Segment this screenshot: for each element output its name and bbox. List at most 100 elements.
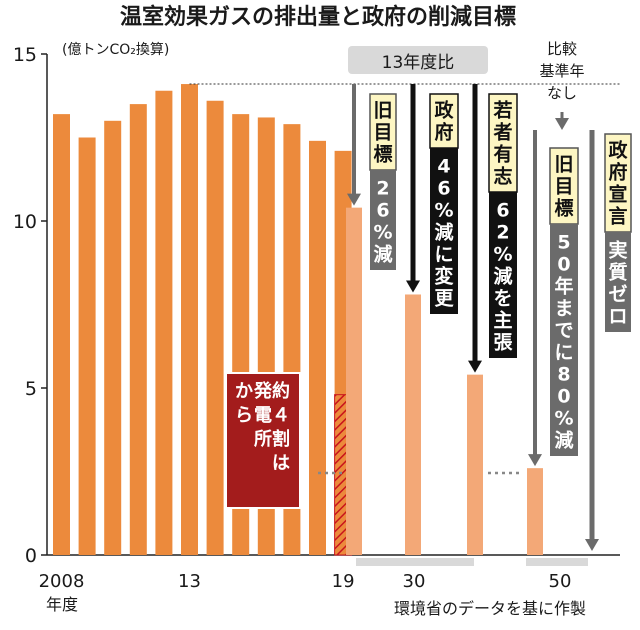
x-tick-label: 13 (178, 571, 201, 592)
svg-text:6: 6 (496, 200, 509, 222)
target-label: 政府 (434, 99, 454, 144)
source-credit: 環境省のデータを基に作製 (394, 599, 586, 618)
historical-bar (104, 120, 122, 556)
x-tick-label: 2008 (39, 571, 85, 592)
svg-text:４: ４ (272, 405, 290, 426)
unit-label: (億トンCO₂換算) (62, 42, 169, 58)
svg-text:を: を (493, 288, 512, 310)
svg-text:若: 若 (493, 99, 512, 122)
svg-text:府: 府 (608, 161, 627, 184)
historical-bar (181, 84, 198, 555)
svg-text:%: % (373, 222, 392, 244)
range-bracket-2030 (356, 558, 474, 566)
svg-text:主: 主 (493, 310, 512, 332)
target-2050-bar (527, 468, 543, 555)
svg-text:電: 電 (254, 405, 272, 426)
svg-text:に: に (554, 342, 573, 364)
svg-text:ロ: ロ (608, 306, 627, 328)
svg-text:目: 目 (554, 176, 573, 198)
svg-text:政: 政 (434, 99, 454, 122)
target-2030-bar (405, 294, 421, 555)
svg-text:者: 者 (493, 122, 512, 144)
historical-bar (155, 90, 173, 556)
svg-text:2: 2 (496, 222, 509, 244)
svg-text:ら: ら (235, 405, 253, 426)
svg-text:質: 質 (608, 261, 627, 284)
y-tick-label: 5 (25, 378, 37, 400)
svg-text:で: で (554, 320, 573, 342)
y-tick-label: 10 (13, 211, 37, 233)
target-note-box (489, 192, 517, 358)
baseline-banner (348, 46, 488, 74)
svg-text:減: 減 (554, 429, 573, 452)
no-baseline-line3: なし (547, 84, 577, 102)
arrow-old-2050 (528, 130, 542, 467)
x-tick-label: 50 (549, 571, 572, 592)
svg-text:約: 約 (272, 380, 290, 402)
svg-text:宣: 宣 (608, 183, 627, 206)
chart-title: 温室効果ガスの排出量と政府の削減目標 (120, 4, 516, 30)
svg-text:政: 政 (608, 139, 628, 162)
svg-text:年: 年 (554, 275, 573, 298)
historical-bar (53, 114, 70, 556)
svg-text:張: 張 (493, 332, 513, 354)
y-tick-label: 0 (25, 545, 37, 567)
svg-text:2: 2 (376, 178, 389, 200)
target-label-box (488, 93, 518, 193)
svg-text:減: 減 (493, 265, 512, 288)
svg-text:標: 標 (554, 197, 573, 220)
svg-text:所: 所 (254, 429, 272, 450)
y-tick-label: 15 (13, 44, 37, 66)
svg-text:有: 有 (493, 143, 512, 166)
svg-text:0: 0 (557, 386, 570, 408)
target-label-box (369, 93, 397, 171)
target-note-box (550, 224, 578, 456)
svg-text:5: 5 (557, 232, 570, 254)
historical-bar (206, 100, 224, 555)
svg-text:旧: 旧 (554, 154, 573, 176)
svg-text:0: 0 (557, 254, 570, 276)
target-label: 旧目標 (373, 100, 392, 166)
power-note-box (225, 372, 301, 509)
svg-text:8: 8 (557, 364, 570, 386)
svg-text:実: 実 (608, 239, 627, 262)
target-note-box (605, 232, 631, 332)
arrow-declare-2050 (585, 130, 599, 551)
svg-text:標: 標 (373, 143, 392, 166)
svg-text:減: 減 (373, 243, 392, 266)
target-note-box (370, 170, 396, 270)
x-axis-unit: 年度 (46, 595, 78, 614)
svg-text:4: 4 (437, 156, 450, 178)
target-label-box (604, 133, 632, 233)
svg-text:目: 目 (373, 122, 392, 144)
historical-bar (129, 104, 147, 555)
target-2030-bar (467, 374, 483, 555)
x-tick-label: 19 (332, 571, 355, 592)
svg-text:ゼ: ゼ (608, 283, 627, 306)
svg-text:割: 割 (272, 428, 290, 450)
arrow-gov-2030 (406, 84, 420, 293)
arrow-old-2030 (347, 84, 361, 206)
svg-text:6: 6 (376, 200, 389, 222)
historical-bar (309, 140, 326, 555)
svg-text:%: % (493, 244, 512, 266)
arrow-no-baseline (555, 112, 569, 130)
historical-bar (78, 137, 96, 555)
baseline-label: 13年度比 (382, 53, 455, 73)
x-tick-label: 30 (403, 571, 426, 592)
no-baseline-line1: 比較 (547, 40, 577, 58)
svg-text:減: 減 (434, 221, 453, 244)
svg-text:%: % (434, 200, 453, 222)
svg-text:変: 変 (434, 265, 453, 288)
target-label-box (549, 147, 579, 225)
target-note: 26%減 (373, 178, 392, 266)
target-label: 旧目標 (554, 154, 573, 220)
svg-text:府: 府 (434, 121, 453, 144)
